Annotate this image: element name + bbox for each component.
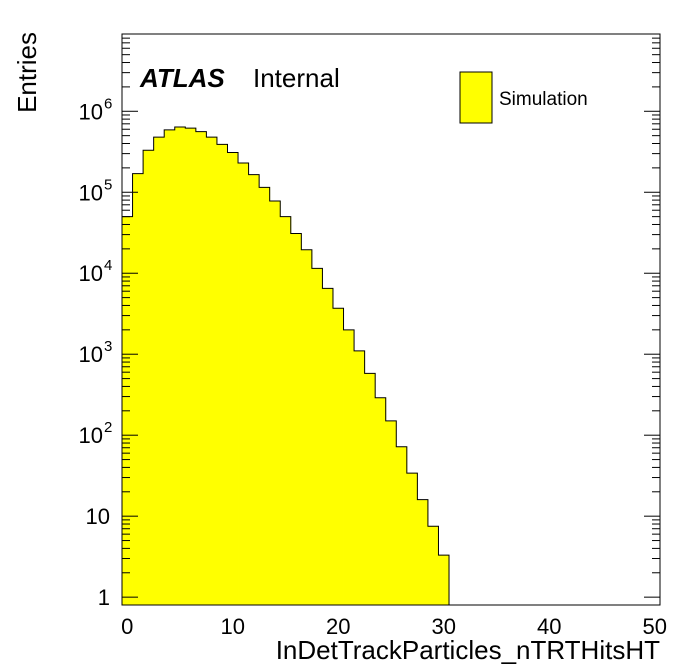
y-tick-label: 10 [79, 261, 103, 286]
histogram-bar [185, 128, 197, 605]
histogram-bar [396, 446, 408, 605]
histogram-bar [269, 200, 281, 606]
histogram-bar [322, 288, 334, 605]
y-tick-label: 10 [79, 99, 103, 124]
histogram-bar [195, 131, 207, 606]
histogram-bar [290, 233, 302, 605]
histogram-bar [406, 473, 418, 605]
histogram-bar [174, 126, 186, 605]
histogram-bar [248, 174, 260, 605]
histogram-bar [259, 187, 271, 605]
legend: Simulation [459, 71, 588, 124]
histogram-bar [375, 397, 387, 605]
y-tick-label: 10 [79, 423, 103, 448]
histogram-bar [354, 350, 366, 605]
histogram-bar [227, 152, 239, 605]
x-tick-label: 40 [537, 614, 561, 639]
x-tick-label: 50 [642, 614, 666, 639]
histogram-bar [417, 499, 429, 605]
plot-frame [121, 33, 661, 606]
y-tick-exponent: 2 [104, 419, 112, 436]
histogram-bars [122, 126, 450, 606]
y-axis-label: Entries [12, 32, 42, 113]
y-tick-exponent: 4 [104, 257, 112, 274]
legend-swatch [459, 71, 493, 124]
histogram-bar [364, 373, 376, 605]
x-axis-label: InDetTrackParticles_nTRTHitsHT [276, 635, 660, 665]
histogram-bar [164, 129, 176, 605]
atlas-label: ATLAS [139, 63, 225, 93]
internal-label: Internal [253, 63, 340, 93]
histogram-bar [427, 526, 439, 605]
y-tick-label: 10 [79, 180, 103, 205]
x-tick-label: 0 [121, 614, 133, 639]
histogram-bar [238, 162, 249, 605]
histogram-bar [301, 249, 313, 605]
x-tick-label: 30 [431, 614, 455, 639]
axis-ticks [122, 33, 660, 598]
y-tick-label: 10 [79, 342, 103, 367]
y-tick-label: 10 [86, 504, 110, 529]
histogram-bar [332, 308, 344, 605]
histogram-bar [153, 137, 165, 605]
legend-label: Simulation [499, 89, 588, 110]
histogram-outline [121, 126, 450, 605]
x-tick-label: 20 [326, 614, 350, 639]
histogram-bar [311, 268, 323, 605]
histogram-bar [216, 144, 228, 605]
histogram-bar [143, 150, 155, 605]
y-tick-exponent: 5 [104, 176, 112, 193]
x-tick-label: 10 [221, 614, 245, 639]
y-tick-exponent: 3 [104, 338, 112, 355]
histogram-bar [206, 137, 218, 605]
x-tick-labels: 0 10 20 30 40 50 [121, 614, 667, 639]
y-tick-label: 1 [98, 585, 110, 610]
histogram-bar [132, 173, 144, 605]
histogram-bar [385, 420, 397, 605]
y-tick-exponent: 6 [104, 95, 112, 112]
histogram-bar [280, 216, 292, 605]
histogram-bar [438, 555, 450, 605]
histogram-bar [343, 329, 355, 605]
